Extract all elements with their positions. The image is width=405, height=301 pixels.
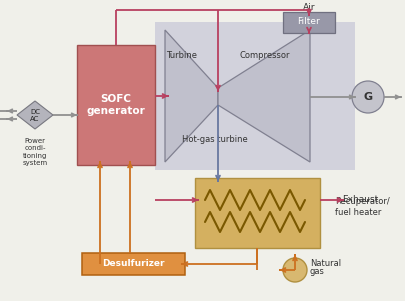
Circle shape	[282, 258, 306, 282]
Text: G: G	[362, 92, 372, 102]
FancyBboxPatch shape	[77, 45, 155, 165]
Polygon shape	[164, 30, 217, 162]
Polygon shape	[217, 30, 309, 162]
Text: Recuperator/
fuel heater: Recuperator/ fuel heater	[334, 197, 389, 217]
Text: AC: AC	[30, 116, 40, 122]
Polygon shape	[17, 101, 53, 129]
Text: Air: Air	[302, 2, 314, 11]
Text: Filter: Filter	[297, 17, 320, 26]
FancyBboxPatch shape	[194, 178, 319, 248]
Text: Power
condi-
tioning
system: Power condi- tioning system	[22, 138, 47, 166]
Text: DC: DC	[30, 109, 40, 115]
FancyBboxPatch shape	[155, 22, 354, 170]
Text: Turbine: Turbine	[166, 51, 197, 60]
Text: gas: gas	[309, 266, 324, 275]
Circle shape	[351, 81, 383, 113]
Text: Hot-gas turbine: Hot-gas turbine	[182, 135, 247, 144]
Text: Compressor: Compressor	[239, 51, 290, 60]
Text: Desulfurizer: Desulfurizer	[102, 259, 164, 268]
FancyBboxPatch shape	[82, 253, 185, 275]
FancyBboxPatch shape	[282, 12, 334, 33]
Text: Natural: Natural	[309, 259, 340, 268]
Text: Exhaust: Exhaust	[341, 196, 377, 204]
Text: SOFC
generator: SOFC generator	[86, 94, 145, 116]
